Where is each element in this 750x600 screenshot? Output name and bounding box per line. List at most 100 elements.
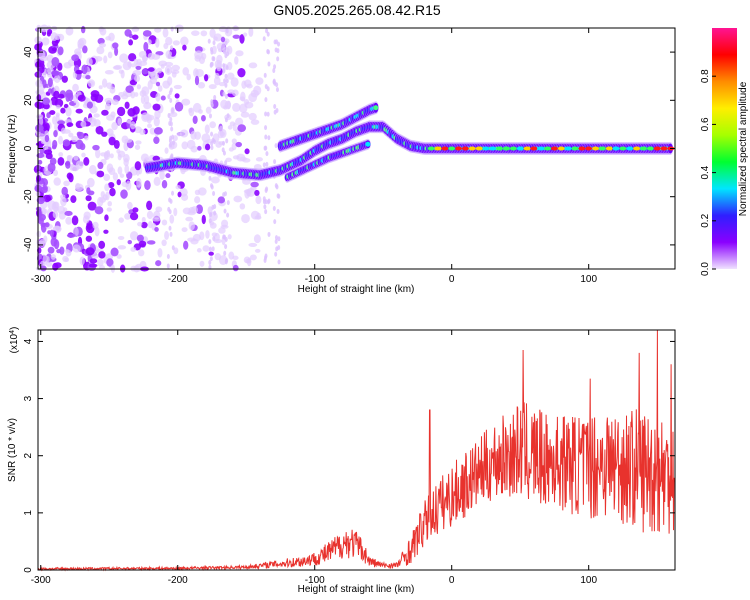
noise-blob [208, 251, 214, 256]
noise-blob [71, 135, 78, 143]
noise-blob [132, 69, 142, 76]
noise-blob [227, 89, 235, 94]
noise-blob [165, 36, 173, 46]
noise-blob [138, 50, 147, 59]
ridge-hot [482, 146, 490, 151]
ridge-hot [503, 146, 511, 151]
noise-blob [171, 71, 177, 78]
noise-blob [81, 152, 86, 158]
noise-blob [223, 208, 227, 214]
noise-blob [50, 237, 58, 247]
noise-blob [169, 116, 173, 122]
noise-blob [144, 180, 151, 191]
noise-blob [266, 48, 270, 54]
noise-blob [64, 257, 70, 263]
noise-blob [197, 187, 207, 196]
noise-blob [107, 51, 113, 59]
noise-blob [171, 64, 180, 72]
noise-blob [155, 206, 163, 213]
noise-blob [185, 216, 194, 222]
snr-y-multiplier: (x104) [9, 327, 21, 354]
y-tick-label: 4 [23, 338, 34, 344]
noise-blob [181, 227, 188, 233]
noise-blob [124, 101, 130, 109]
noise-blob [232, 34, 241, 39]
noise-blob [62, 207, 68, 213]
noise-blob [65, 26, 74, 36]
noise-blob [190, 130, 197, 140]
colorbar: 0.0 0.2 0.4 0.6 0.8 Normalized spectral ampl… [700, 28, 749, 276]
noise-blob [65, 160, 71, 169]
y-tick-label: 3 [23, 395, 34, 401]
ridge-hot [605, 146, 613, 151]
noise-blob [183, 240, 189, 250]
noise-blob [99, 42, 107, 48]
ridge-hot [427, 146, 435, 151]
noise-blob [167, 94, 171, 100]
ridge-hot [530, 146, 538, 151]
noise-blob [276, 208, 280, 214]
noise-blob [37, 240, 45, 245]
spectrogram-y-ticks: -40 -20 0 20 40 [23, 46, 675, 252]
noise-blob [44, 134, 50, 143]
noise-blob [117, 150, 126, 158]
noise-blob [250, 181, 259, 188]
noise-blob [47, 162, 56, 173]
y-tick-label: 20 [23, 94, 34, 106]
noise-blob [106, 207, 112, 212]
noise-blob [157, 247, 163, 258]
noise-blob [232, 255, 239, 261]
noise-blob [36, 230, 42, 238]
noise-blob [250, 119, 260, 125]
noise-blob [199, 231, 205, 241]
noise-blob [211, 232, 218, 237]
snr-border [37, 329, 676, 571]
noise-blob [229, 121, 236, 127]
noise-blob [140, 153, 150, 163]
noise-blob [80, 25, 86, 34]
spectrogram-x-ticks: -300 -200 -100 0 100 [31, 28, 597, 285]
noise-blob [171, 190, 175, 196]
noise-blob [230, 77, 239, 87]
noise-blob [87, 79, 96, 88]
noise-blob [246, 189, 252, 197]
x-tick-label: -300 [31, 575, 51, 586]
noise-blob [72, 166, 79, 172]
noise-blob [42, 122, 50, 132]
ridge-hot [441, 146, 449, 151]
noise-blob [201, 114, 206, 122]
noise-blob [264, 84, 268, 90]
noise-blob [173, 207, 178, 217]
noise-blob [85, 195, 92, 202]
noise-blob [209, 121, 217, 129]
noise-blob [215, 141, 222, 148]
noise-blob [272, 68, 276, 74]
noise-blob [155, 37, 160, 48]
noise-blob [202, 245, 210, 252]
noise-blob [156, 67, 163, 74]
noise-blob [49, 229, 55, 237]
noise-blob [63, 103, 69, 109]
noise-blob [254, 189, 260, 197]
noise-blob [57, 46, 64, 56]
noise-blob [91, 253, 100, 259]
noise-blob [58, 135, 63, 145]
noise-blob [124, 164, 130, 174]
noise-blob [85, 75, 91, 80]
noise-blob [239, 34, 245, 44]
noise-blob [124, 213, 131, 220]
ridge-hot [523, 146, 531, 151]
noise-blob [225, 138, 229, 144]
noise-blob [214, 72, 220, 79]
noise-blob [133, 58, 139, 65]
noise-blob [70, 195, 77, 204]
noise-blob [239, 203, 246, 210]
noise-blob [210, 145, 214, 151]
noise-blob [186, 73, 191, 81]
noise-blob [66, 122, 74, 127]
noise-blob [210, 183, 214, 189]
ridge-hot [612, 146, 620, 151]
noise-blob [104, 97, 113, 103]
noise-blob [146, 200, 153, 211]
noise-blob [277, 193, 281, 199]
